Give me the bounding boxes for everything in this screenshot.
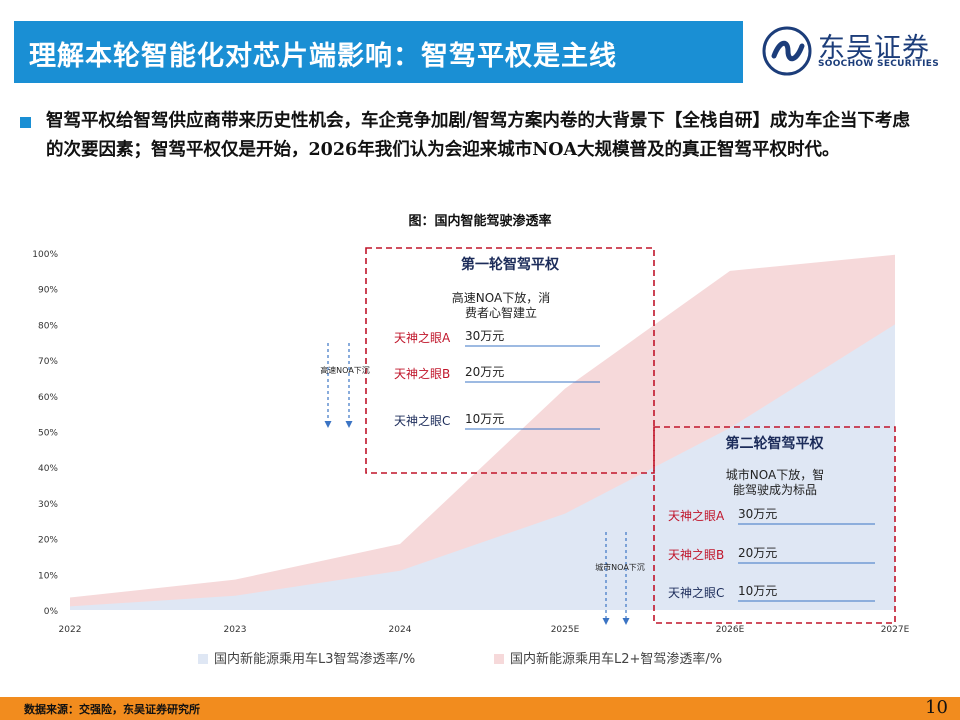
y-tick-label: 40%: [38, 464, 58, 474]
x-tick-label: 2022: [59, 625, 82, 635]
title-bar: 理解本轮智能化对芯片端影响：智驾平权是主线: [14, 21, 743, 83]
chart-title: 图：国内智能驾驶渗透率: [408, 214, 552, 229]
box2-desc: 城市NOA下放，智: [726, 467, 824, 482]
legend-swatch-l2: [494, 654, 504, 664]
y-tick-label: 60%: [38, 393, 58, 403]
y-tick-label: 100%: [32, 250, 58, 260]
box1-item-value: 20万元: [465, 365, 504, 379]
logo-mark-icon: [762, 26, 812, 76]
company-logo: 东吴证券 SOOCHOW SECURITIES: [760, 24, 950, 80]
y-tick-label: 90%: [38, 286, 58, 296]
x-tick-label: 2024: [389, 625, 412, 635]
legend-swatch-l3: [198, 654, 208, 664]
bullet-text: 智驾平权给智驾供应商带来历史性机会，车企竞争加剧/智驾方案内卷的大背景下【全栈自…: [46, 111, 910, 160]
y-tick-label: 70%: [38, 357, 58, 367]
box1-desc: 费者心智建立: [465, 305, 537, 320]
x-tick-label: 2023: [224, 625, 247, 635]
arrow-down-icon-head: [345, 421, 353, 428]
series-area-l3: [70, 324, 895, 610]
legend-item-l2: 国内新能源乘用车L2+智驾渗透率/%: [494, 648, 722, 667]
box2-item-label: 天神之眼C: [668, 586, 724, 600]
y-tick-label: 30%: [38, 500, 58, 510]
arrow-down-icon-head: [324, 421, 332, 428]
page-number: 10: [925, 697, 948, 718]
box1-item-value: 10万元: [465, 412, 504, 426]
box2-title: 第二轮智驾平权: [726, 435, 825, 452]
arrow-down-icon-head: [602, 618, 610, 625]
data-source: 数据来源：交强险，东吴证券研究所: [24, 703, 200, 716]
box2-item-label: 天神之眼B: [668, 548, 724, 562]
box1-item-label: 天神之眼C: [394, 414, 450, 428]
logo-text-cn: 东吴证券: [818, 33, 930, 64]
x-tick-label: 2025E: [551, 625, 580, 635]
box2-arrow-label: 城市NOA下沉: [595, 562, 645, 572]
box1-arrow-label: 高速NOA下沉: [320, 365, 370, 375]
page-title: 理解本轮智能化对芯片端影响：智驾平权是主线: [29, 41, 617, 72]
box2-frame: [653, 426, 896, 624]
box1-frame: [365, 247, 655, 474]
box1-item-label: 天神之眼A: [394, 331, 451, 345]
box2-item-value: 20万元: [738, 546, 777, 560]
bullet-square-icon: [20, 117, 31, 128]
box2-item-value: 30万元: [738, 507, 777, 521]
footer-bar: 数据来源：交强险，东吴证券研究所 10: [0, 697, 960, 720]
y-tick-label: 50%: [38, 429, 58, 439]
box2-item-value: 10万元: [738, 584, 777, 598]
box2-desc: 能驾驶成为标品: [733, 482, 817, 497]
y-tick-label: 10%: [38, 571, 58, 581]
y-tick-label: 0%: [44, 607, 59, 617]
x-tick-label: 2026E: [716, 625, 745, 635]
box2-item-label: 天神之眼A: [668, 509, 725, 523]
box1-item-label: 天神之眼B: [394, 367, 450, 381]
x-tick-label: 2027E: [881, 625, 910, 635]
legend-label-l3: 国内新能源乘用车L3智驾渗透率/%: [214, 652, 416, 667]
box1-desc: 高速NOA下放，消: [452, 290, 550, 305]
logo-text-en: SOOCHOW SECURITIES: [818, 59, 939, 69]
legend-label-l2: 国内新能源乘用车L2+智驾渗透率/%: [510, 652, 723, 667]
arrow-down-icon-head: [622, 618, 630, 625]
y-tick-label: 80%: [38, 321, 58, 331]
y-tick-label: 20%: [38, 536, 58, 546]
box1-title: 第一轮智驾平权: [461, 256, 560, 273]
box1-item-value: 30万元: [465, 329, 504, 343]
legend-item-l3: 国内新能源乘用车L3智驾渗透率/%: [198, 648, 415, 667]
